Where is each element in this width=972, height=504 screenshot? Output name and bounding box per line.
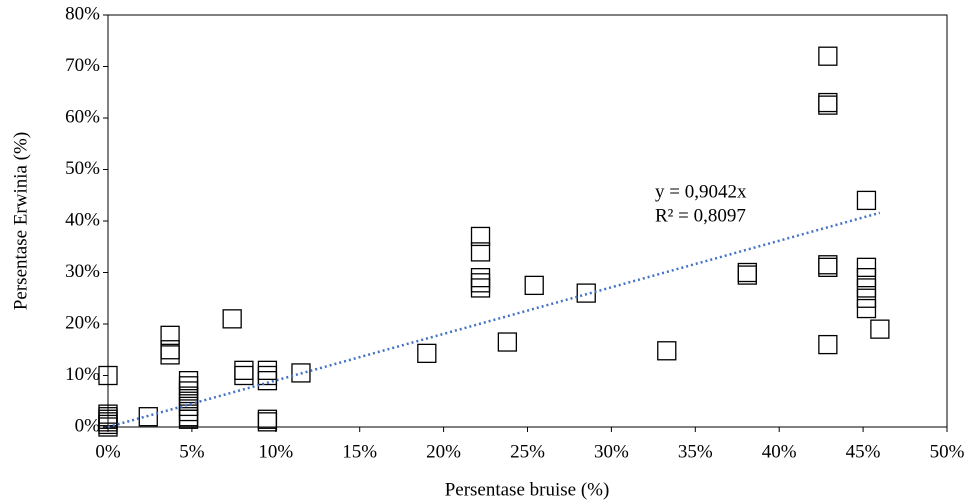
point (257, 360, 278, 381)
trendline-equation: y = 0,9042x (655, 181, 747, 202)
trendline-r2: R² = 0,8097 (655, 205, 746, 226)
x-tick-label: 10% (258, 441, 293, 462)
y-tick-label: 40% (65, 209, 100, 230)
point (257, 412, 278, 432)
point (98, 417, 118, 437)
y-tick-label: 50% (65, 158, 100, 179)
x-tick-label: 35% (678, 441, 713, 462)
y-tick-label: 80% (65, 3, 100, 24)
point (222, 309, 242, 329)
point (657, 341, 677, 361)
point (470, 267, 491, 288)
y-tick-label: 60% (65, 106, 100, 127)
point (576, 283, 596, 303)
x-tick-label: 45% (846, 441, 881, 462)
point (138, 407, 158, 427)
point (818, 334, 838, 355)
y-tick-label: 10% (65, 364, 100, 385)
x-tick-label: 20% (426, 441, 461, 462)
point (856, 288, 877, 308)
point (160, 340, 180, 360)
y-tick-label: 20% (65, 312, 100, 333)
point (497, 332, 518, 352)
y-tick-label: 0% (75, 415, 101, 436)
point (818, 95, 838, 115)
x-tick-label: 15% (342, 441, 377, 462)
point (737, 265, 757, 285)
x-tick-label: 0% (95, 441, 121, 462)
point (524, 275, 544, 296)
point (234, 365, 254, 386)
point (856, 267, 877, 288)
y-tick-label: 70% (65, 55, 100, 76)
x-tick-label: 5% (179, 441, 205, 462)
x-tick-label: 50% (930, 441, 965, 462)
point (470, 273, 491, 293)
y-tick-label: 30% (65, 261, 100, 282)
x-tick-label: 25% (510, 441, 545, 462)
x-axis-title: Persentase bruise (%) (445, 479, 610, 500)
point (178, 409, 199, 429)
point (856, 298, 877, 319)
point (160, 325, 180, 345)
point (234, 360, 254, 381)
point (470, 278, 491, 298)
point (257, 370, 278, 391)
plot-frame (107, 14, 948, 428)
point (870, 319, 890, 339)
point (856, 278, 877, 298)
point (417, 343, 437, 364)
x-tick-label: 40% (762, 441, 797, 462)
point (856, 257, 877, 278)
trendline (107, 211, 881, 429)
point (470, 226, 491, 247)
point (856, 190, 877, 211)
point (291, 363, 311, 383)
point (818, 46, 838, 66)
point (470, 242, 491, 262)
point (98, 365, 118, 386)
x-tick-label: 30% (594, 441, 629, 462)
point (818, 257, 838, 278)
point (160, 345, 180, 365)
y-axis-title: Persentase Erwinia (%) (10, 132, 31, 310)
